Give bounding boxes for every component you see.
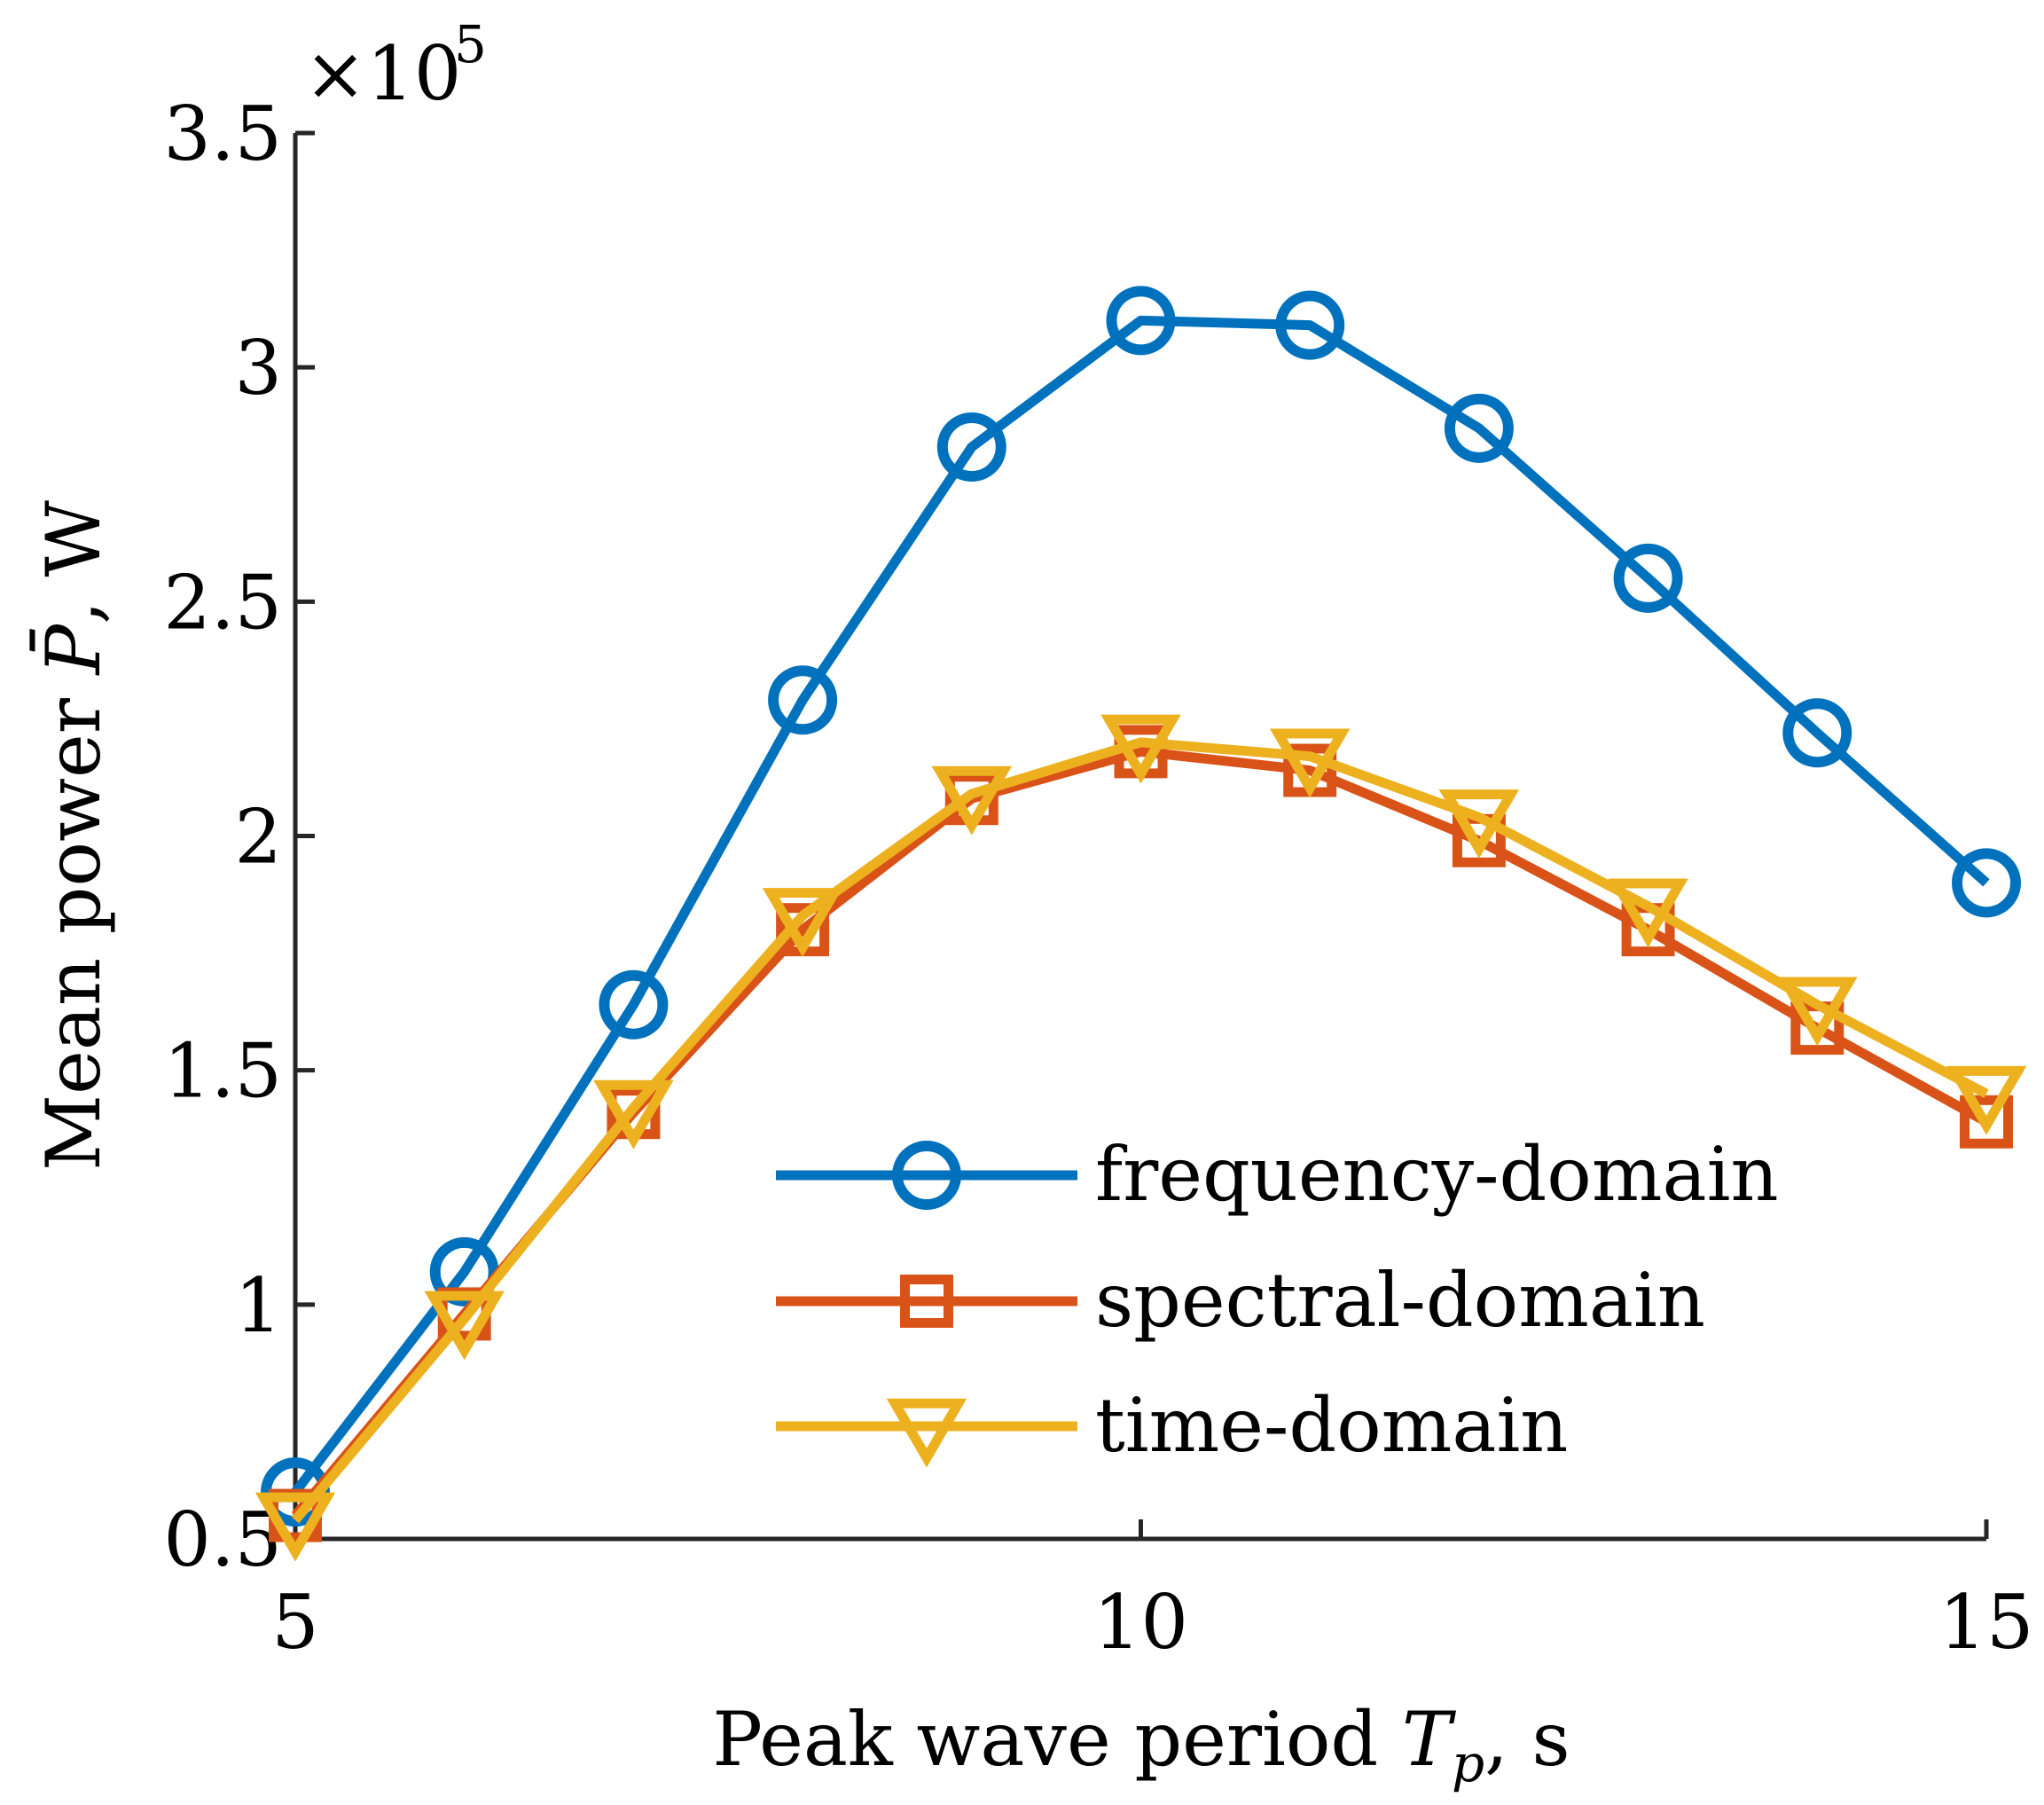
y-tick-label: 2.5 bbox=[163, 559, 282, 646]
data-point-frequency-domain bbox=[1952, 848, 2021, 918]
y-axis-label: Mean power P̄, W bbox=[29, 499, 117, 1170]
x-axis-label: Peak wave period Tp, s bbox=[712, 1696, 1570, 1793]
data-point-time-domain bbox=[593, 1079, 674, 1150]
legend-item-time-domain: time-domain bbox=[776, 1382, 1568, 1469]
y-tick-label: 0.5 bbox=[163, 1496, 282, 1583]
y-tick-label: 2 bbox=[235, 794, 282, 881]
data-point-frequency-domain bbox=[768, 665, 838, 735]
x-ticks: 5 10 15 bbox=[271, 1519, 2033, 1666]
legend-label: time-domain bbox=[1095, 1382, 1568, 1469]
series-time-domain bbox=[255, 714, 2027, 1562]
y-tick-label: 3.5 bbox=[163, 90, 282, 177]
series bbox=[255, 286, 2027, 1562]
data-point-frequency-domain bbox=[1613, 543, 1683, 613]
y-multiplier-exponent: 5 bbox=[454, 14, 487, 75]
data-point-time-domain bbox=[1100, 714, 1181, 784]
data-point-frequency-domain bbox=[1275, 290, 1345, 360]
y-ticks: 0.5 1 1.5 2 2.5 3 3.5 bbox=[163, 90, 315, 1583]
y-multiplier-times: ×10 bbox=[304, 30, 461, 117]
legend-item-spectral-domain: spectral-domain bbox=[776, 1257, 1705, 1344]
legend-marker bbox=[886, 1398, 967, 1468]
data-point-frequency-domain bbox=[1444, 393, 1514, 463]
data-point-spectral-domain bbox=[1960, 1095, 2013, 1149]
data-point-time-domain bbox=[255, 1492, 336, 1562]
x-tick-label: 10 bbox=[1093, 1579, 1188, 1666]
data-point-frequency-domain bbox=[599, 969, 669, 1040]
data-point-time-domain bbox=[1777, 977, 1858, 1047]
legend-marker bbox=[900, 1275, 953, 1328]
data-point-time-domain bbox=[1438, 789, 1520, 859]
x-tick-label: 5 bbox=[271, 1579, 318, 1666]
x-tick-label: 15 bbox=[1939, 1579, 2034, 1666]
legend-marker bbox=[892, 1141, 961, 1210]
legend: frequency-domain spectral-domain time-doma… bbox=[776, 1131, 1779, 1469]
series-line-time-domain bbox=[291, 737, 1989, 1524]
y-tick-label: 1 bbox=[235, 1262, 282, 1349]
data-point-frequency-domain bbox=[1106, 286, 1176, 356]
data-point-frequency-domain bbox=[936, 412, 1006, 482]
legend-label: spectral-domain bbox=[1095, 1257, 1705, 1344]
legend-item-frequency-domain: frequency-domain bbox=[776, 1131, 1779, 1218]
data-point-time-domain bbox=[1946, 1065, 2027, 1135]
data-point-time-domain bbox=[424, 1291, 505, 1361]
data-point-time-domain bbox=[931, 765, 1013, 836]
y-tick-label: 3 bbox=[235, 325, 282, 412]
data-point-time-domain bbox=[1608, 878, 1688, 948]
data-point-frequency-domain bbox=[1782, 698, 1852, 768]
svg-text:Mean power P̄, W: Mean power P̄, W bbox=[29, 499, 117, 1170]
y-tick-label: 1.5 bbox=[163, 1028, 282, 1115]
series-line-frequency-domain bbox=[291, 315, 1990, 1495]
data-point-time-domain bbox=[1269, 728, 1351, 798]
y-multiplier: ×10 5 bbox=[304, 14, 487, 117]
legend-label: frequency-domain bbox=[1095, 1131, 1779, 1218]
data-point-time-domain bbox=[762, 888, 843, 957]
